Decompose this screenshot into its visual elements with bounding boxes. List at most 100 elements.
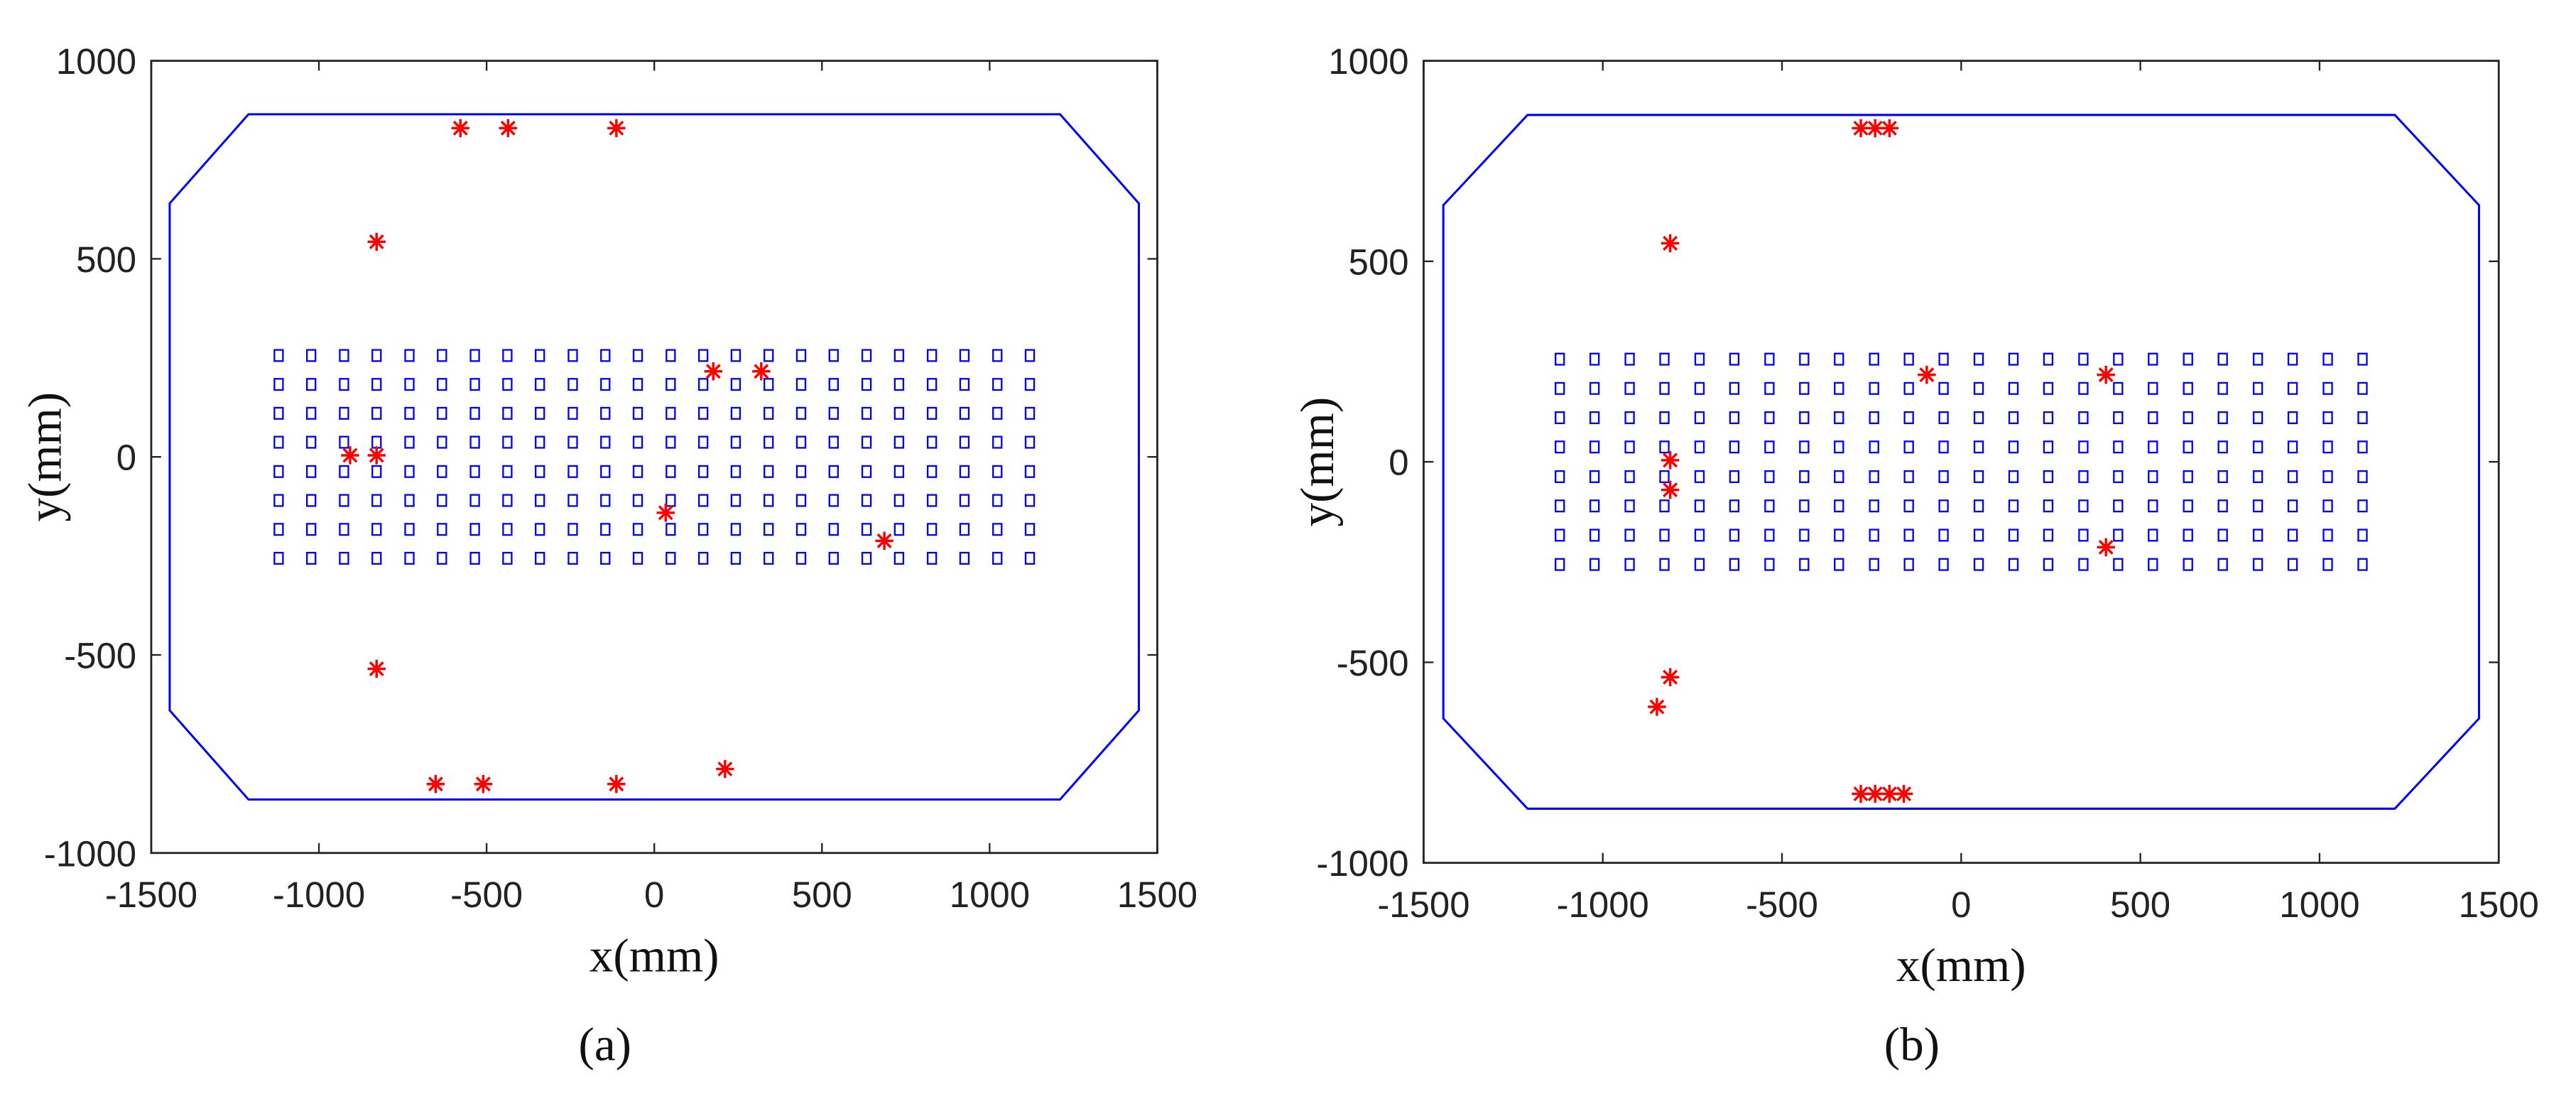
- sensor: [1589, 499, 1600, 513]
- sensor: [861, 435, 872, 449]
- sensor: [2183, 440, 2193, 454]
- sensor: [339, 406, 349, 420]
- sensor: [632, 551, 643, 565]
- sensor: [2217, 470, 2228, 484]
- star-point: [1661, 480, 1680, 499]
- sensor: [1024, 378, 1036, 391]
- sensor: [339, 551, 349, 565]
- sensor: [600, 349, 611, 362]
- sensor: [1589, 529, 1600, 542]
- sensor: [992, 551, 1003, 565]
- sensor: [2008, 529, 2019, 542]
- sensor: [2217, 411, 2228, 425]
- star-point: [1661, 668, 1680, 686]
- y-tick-label: -1000: [44, 833, 136, 874]
- sensor: [1589, 558, 1600, 571]
- sensor: [1659, 499, 1670, 513]
- sensor: [665, 494, 676, 507]
- sensor: [697, 435, 709, 449]
- sensor: [1764, 558, 1775, 571]
- sensor: [1694, 381, 1705, 395]
- sensor: [828, 494, 839, 507]
- sensor: [795, 465, 807, 478]
- sensor: [2148, 529, 2158, 542]
- sensor: [305, 465, 317, 478]
- sensor: [371, 406, 382, 420]
- star-point: [499, 119, 518, 138]
- sensor: [1024, 406, 1036, 420]
- sensor: [959, 435, 970, 449]
- sensor: [2357, 529, 2368, 542]
- sensor: [1834, 381, 1844, 395]
- sensor: [795, 435, 807, 449]
- sensor: [1555, 470, 1565, 484]
- sensor: [665, 523, 676, 536]
- sensor: [828, 378, 839, 391]
- sensor: [2043, 440, 2054, 454]
- sensor: [1024, 494, 1036, 507]
- sensor: [437, 551, 447, 565]
- sensor: [1869, 499, 1879, 513]
- sensor: [1834, 470, 1844, 484]
- sensor: [763, 378, 774, 391]
- sensor: [371, 523, 382, 536]
- sensor: [1659, 440, 1670, 454]
- sensor: [665, 378, 676, 391]
- star-point: [1661, 451, 1680, 470]
- sensor: [632, 406, 643, 420]
- sensor: [1729, 440, 1740, 454]
- sensor: [992, 378, 1003, 391]
- sensor: [535, 349, 545, 362]
- sensor: [959, 523, 970, 536]
- sensor: [632, 465, 643, 478]
- sensor: [959, 349, 970, 362]
- sensor: [502, 378, 513, 391]
- sensor: [1555, 499, 1565, 513]
- sensor: [1729, 381, 1740, 395]
- star-point: [752, 362, 771, 381]
- sensor: [2252, 381, 2263, 395]
- y-tick-label: -500: [1337, 643, 1409, 683]
- sensor: [1659, 381, 1670, 395]
- sensor: [2357, 352, 2368, 366]
- sensor: [502, 406, 513, 420]
- sensor: [437, 494, 447, 507]
- sensor: [632, 494, 643, 507]
- sensor: [1834, 440, 1844, 454]
- sensor: [305, 494, 317, 507]
- sensor: [2078, 440, 2089, 454]
- sensor: [1624, 352, 1635, 366]
- sensor: [828, 551, 839, 565]
- sensor: [371, 349, 382, 362]
- sensor: [2287, 558, 2298, 571]
- outline: [168, 113, 1141, 801]
- y-tick-label: -1000: [1316, 843, 1408, 884]
- sensor: [2078, 529, 2089, 542]
- sensor: [1869, 411, 1879, 425]
- sensor: [665, 435, 676, 449]
- sensor: [828, 406, 839, 420]
- y-tick-label: -500: [64, 635, 136, 676]
- star-point: [1866, 784, 1884, 803]
- sensor: [795, 349, 807, 362]
- sensor: [1024, 435, 1036, 449]
- sensor: [1764, 411, 1775, 425]
- sensor: [2183, 381, 2193, 395]
- sensor: [1624, 470, 1635, 484]
- sensor: [2043, 558, 2054, 571]
- sensor: [404, 465, 415, 478]
- sensor: [437, 435, 447, 449]
- sensor: [730, 435, 741, 449]
- sensor: [2252, 411, 2263, 425]
- sensor: [992, 523, 1003, 536]
- sensor: [795, 523, 807, 536]
- sensor: [2148, 411, 2158, 425]
- sensor: [1938, 499, 1949, 513]
- sensor: [1903, 470, 1914, 484]
- sensor: [502, 551, 513, 565]
- sensor: [1903, 381, 1914, 395]
- sensor: [1799, 499, 1810, 513]
- sensor: [1624, 529, 1635, 542]
- sensor: [992, 435, 1003, 449]
- sensor: [371, 435, 382, 449]
